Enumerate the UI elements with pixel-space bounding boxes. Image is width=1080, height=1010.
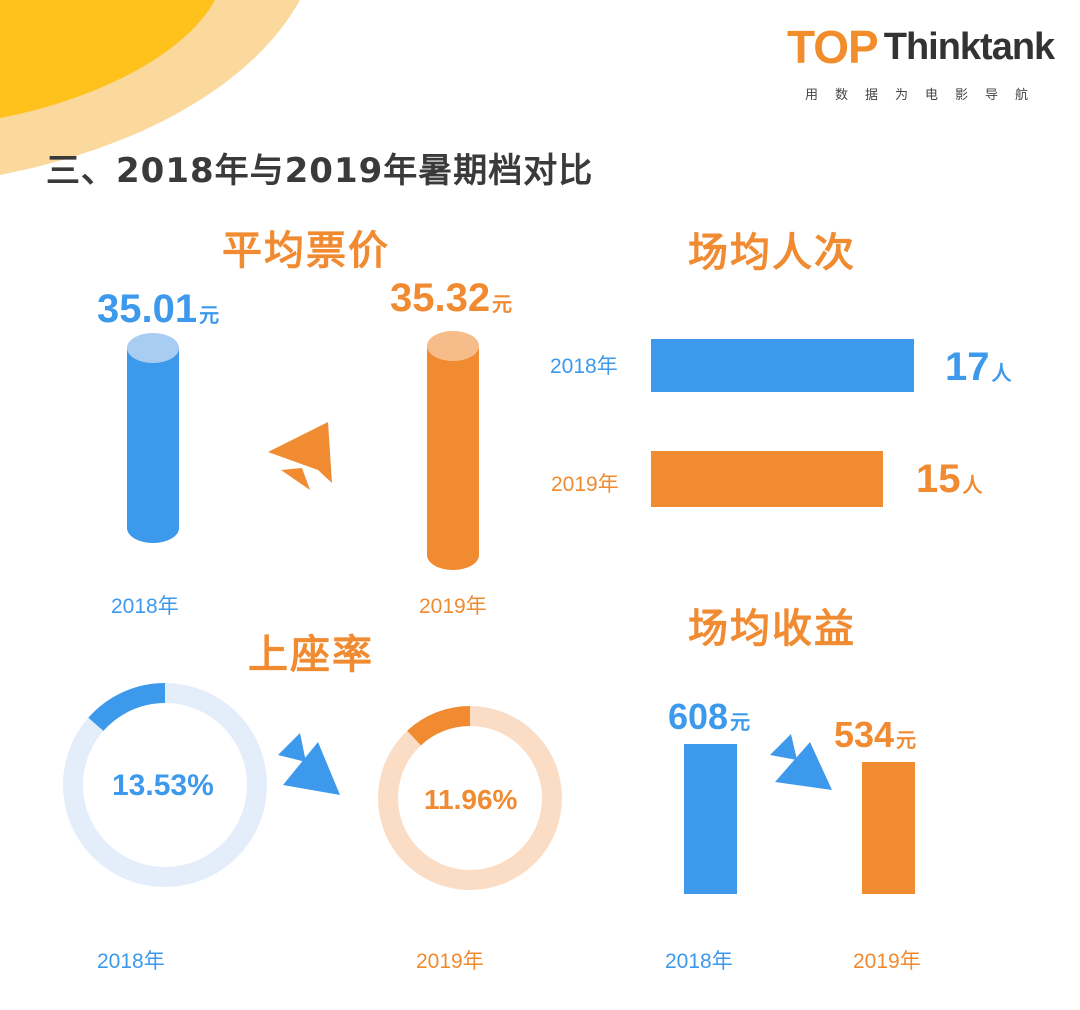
corner-decoration	[0, 0, 300, 175]
price-2019-unit: 元	[492, 294, 513, 316]
attendance-2019-value: 15	[916, 457, 961, 501]
attendance-2018-unit: 人	[991, 363, 1012, 385]
price-2018-label: 35.01 元	[97, 287, 219, 332]
brand-logo: TOP Thinktank	[787, 20, 1055, 74]
revenue-2019-bar	[862, 762, 915, 894]
revenue-trend-down-arrow-icon	[770, 734, 832, 790]
price-2019-label: 35.32 元	[390, 276, 512, 321]
logo-top-text: TOP	[787, 21, 879, 73]
price-2018-unit: 元	[199, 305, 220, 327]
revenue-2019-value: 534	[834, 714, 895, 755]
chart-title-avg-price: 平均票价	[222, 228, 390, 274]
trend-up-arrow-icon	[268, 422, 332, 490]
revenue-2018-unit: 元	[730, 712, 751, 734]
revenue-2019-year: 2019年	[853, 950, 921, 973]
attendance-2018-value: 17	[945, 345, 990, 389]
chart-title-occupancy: 上座率	[248, 632, 374, 678]
attendance-2018-label: 17 人	[945, 345, 1012, 390]
revenue-2019-unit: 元	[896, 730, 917, 752]
logo-brand-name: Thinktank	[883, 25, 1055, 68]
occupancy-2019-value: 11.96%	[424, 784, 518, 815]
occupancy-2018-arc	[88, 683, 166, 732]
attendance-2019-year: 2019年	[551, 473, 619, 496]
price-2019-value: 35.32	[390, 276, 491, 320]
cylinder-2018	[127, 333, 179, 543]
chart-title-avg-attendance: 场均人次	[688, 230, 856, 276]
cylinder-2018-top	[127, 333, 179, 363]
trend-down-arrow-icon	[278, 733, 340, 795]
attendance-2019-bar	[651, 451, 884, 507]
price-2018-value: 35.01	[97, 287, 198, 331]
attendance-2018-bar	[651, 339, 914, 392]
cylinder-2018-body	[127, 348, 179, 543]
revenue-2018-value: 608	[668, 696, 729, 737]
revenue-2018-label: 608 元	[668, 696, 750, 738]
revenue-2018-bar	[684, 744, 737, 894]
attendance-2018-year: 2018年	[550, 355, 618, 378]
attendance-2019-unit: 人	[962, 475, 983, 497]
logo-tagline: 用数据为电影导航	[805, 88, 1046, 103]
revenue-2018-year: 2018年	[665, 950, 733, 973]
occupancy-2019-year: 2019年	[416, 950, 484, 973]
cylinder-2019-body	[427, 346, 479, 570]
occupancy-2018-year: 2018年	[97, 950, 165, 973]
occupancy-2018-value: 13.53%	[112, 769, 214, 802]
attendance-2019-label: 15 人	[916, 457, 983, 502]
price-2018-year: 2018年	[111, 595, 179, 618]
revenue-2019-label: 534 元	[834, 714, 916, 756]
price-2019-year: 2019年	[419, 595, 487, 618]
chart-title-avg-revenue: 场均收益	[688, 606, 856, 652]
page-title: 三、2018年与2019年暑期档对比	[46, 151, 594, 191]
cylinder-2019-top	[427, 331, 479, 361]
cylinder-2019	[427, 331, 479, 570]
occupancy-2019-arc	[407, 706, 471, 746]
